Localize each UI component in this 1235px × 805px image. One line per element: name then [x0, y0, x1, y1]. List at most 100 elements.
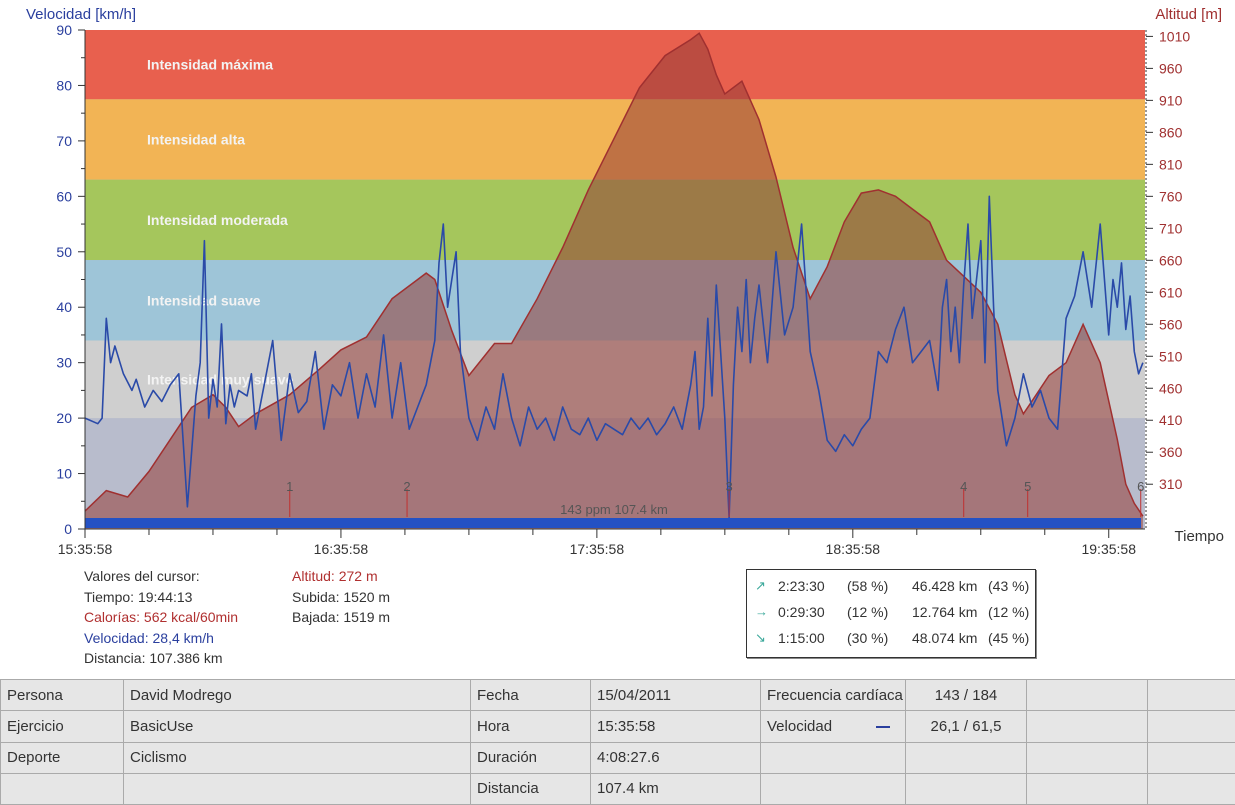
empty-cell — [1026, 710, 1148, 743]
downhill-dist-pct: (45 %) — [988, 630, 1030, 646]
distancia-label: Distancia — [470, 772, 591, 805]
left-tick-label-7: 70 — [56, 133, 72, 149]
slope-stats-box: ↗ 2:23:30 (58 %) 46.428 km (43 %) → 0:29… — [746, 569, 1036, 658]
fecha-value: 15/04/2011 — [590, 678, 761, 712]
altitude-line — [84, 32, 1144, 517]
left-axis-label: Velocidad [km/h] — [26, 6, 136, 23]
chart-axes: 0102030405060708090310360410460510560610… — [56, 22, 1190, 557]
cursor-calories: Calorías: 562 kcal/60min — [84, 609, 239, 625]
empty-cell — [1026, 678, 1148, 712]
cursor-distance: Distancia: 107.386 km — [84, 650, 223, 666]
cursor-values-right: Altitud: 272 m Subida: 1520 m Bajada: 15… — [292, 566, 390, 628]
right-tick-label-11: 860 — [1159, 124, 1183, 140]
persona-value: David Modrego — [123, 678, 471, 712]
right-tick-label-6: 610 — [1159, 284, 1183, 300]
flat-time: 0:29:30 — [778, 604, 825, 620]
speed-line — [84, 195, 1144, 519]
speed-value: 26,1 / 61,5 — [905, 710, 1027, 743]
downhill-distance: 48.074 km — [912, 630, 978, 646]
speed-label: Velocidad — [760, 710, 906, 743]
right-tick-label-5: 560 — [1159, 316, 1183, 332]
right-tick-label-7: 660 — [1159, 252, 1183, 268]
x-axis-label: Tiempo — [1175, 528, 1224, 545]
duracion-label: Duración — [470, 741, 591, 774]
fecha-label: Fecha — [470, 678, 591, 712]
deporte-value: Ciclismo — [123, 741, 471, 774]
speed-line-icon — [876, 725, 891, 728]
uphill-pct: (58 %) — [847, 578, 889, 594]
empty-cell — [1147, 741, 1235, 774]
right-tick-label-10: 810 — [1159, 156, 1183, 172]
lap-label-1: 2 — [403, 479, 410, 494]
lap-label-5: 6 — [1137, 479, 1144, 494]
downhill-pct: (30 %) — [847, 630, 889, 646]
zone-band-0 — [85, 30, 1145, 100]
x-tick-label-3: 18:35:58 — [826, 541, 881, 557]
distance-progress-bar — [85, 518, 1141, 528]
duracion-value: 4:08:27.6 — [590, 741, 761, 774]
hora-label: Hora — [470, 710, 591, 743]
workout-chart[interactable]: Intensidad máxima Intensidad alta Intensid… — [0, 0, 1235, 570]
left-tick-label-0: 0 — [64, 521, 72, 537]
right-tick-label-12: 910 — [1159, 92, 1183, 108]
zone-label-3: Intensidad suave — [147, 292, 261, 308]
persona-label: Persona — [0, 678, 124, 712]
lap-label-0: 1 — [286, 479, 293, 494]
cursor-altitude: Altitud: 272 m — [292, 568, 378, 584]
right-tick-label-0: 310 — [1159, 476, 1183, 492]
distancia-value: 107.4 km — [590, 772, 761, 805]
empty-cell — [1147, 772, 1235, 805]
cursor-speed: Velocidad: 28,4 km/h — [84, 629, 214, 646]
right-tick-label-3: 460 — [1159, 380, 1183, 396]
right-tick-label-8: 710 — [1159, 220, 1183, 236]
left-tick-label-6: 60 — [56, 188, 72, 204]
ejercicio-value: BasicUse — [123, 710, 471, 743]
zone-label-0: Intensidad máxima — [147, 57, 273, 73]
cursor-ascent: Subida: 1520 m — [292, 588, 391, 605]
right-tick-label-2: 410 — [1159, 412, 1183, 428]
table-row: Ejercicio BasicUse Hora 15:35:58 Velocid… — [0, 710, 1235, 743]
speed-label-text: Velocidad — [767, 717, 833, 735]
zone-label-4: Intensidad muy suave — [147, 371, 293, 387]
heart-rate-label-text: Frecuencia cardíaca — [767, 686, 903, 704]
right-tick-label-1: 360 — [1159, 444, 1183, 460]
flat-dist-pct: (12 %) — [988, 604, 1030, 620]
left-tick-label-2: 20 — [56, 410, 72, 426]
x-tick-label-0: 15:35:58 — [58, 541, 113, 557]
lap-label-3: 4 — [960, 479, 967, 494]
table-row: Deporte Ciclismo Duración 4:08:27.6 — [0, 741, 1235, 774]
cursor-descent: Bajada: 1519 m — [292, 609, 391, 625]
empty-cell — [123, 772, 471, 805]
downhill-time: 1:15:00 — [778, 630, 825, 646]
table-row: Persona David Modrego Fecha 15/04/2011 F… — [0, 678, 1235, 712]
empty-cell — [905, 772, 1027, 805]
right-tick-label-4: 510 — [1159, 348, 1183, 364]
right-axis-label: Altitud [m] — [1155, 6, 1222, 23]
empty-cell — [0, 772, 124, 805]
x-tick-label-1: 16:35:58 — [314, 541, 369, 557]
empty-cell — [760, 741, 906, 774]
zone-label-1: Intensidad alta — [147, 132, 245, 148]
flat-distance: 12.764 km — [912, 604, 978, 620]
session-info-table: Persona David Modrego Fecha 15/04/2011 F… — [0, 678, 1235, 805]
downhill-arrow-icon: ↘ — [755, 630, 766, 645]
x-tick-label-4: 19:35:58 — [1081, 541, 1136, 557]
left-tick-label-3: 30 — [56, 355, 72, 371]
heart-rate-label: Frecuencia cardíaca — [760, 678, 906, 712]
uphill-distance: 46.428 km — [912, 578, 978, 594]
left-tick-label-1: 10 — [56, 466, 72, 482]
lap-label-4: 5 — [1024, 479, 1031, 494]
uphill-arrow-icon: ↗ — [755, 578, 766, 593]
empty-cell — [1026, 772, 1148, 805]
hora-value: 15:35:58 — [590, 710, 761, 743]
empty-cell — [1147, 678, 1235, 712]
speed-series: 1 2 3 4 5 6 — [84, 195, 1144, 528]
empty-cell — [905, 741, 1027, 774]
empty-cell — [760, 772, 906, 805]
zone-label-2: Intensidad moderada — [147, 212, 288, 228]
heart-rate-value: 143 / 184 — [905, 678, 1027, 712]
deporte-label: Deporte — [0, 741, 124, 774]
flat-arrow-icon: → — [755, 604, 768, 619]
bottom-annotation: 143 ppm 107.4 km — [560, 502, 668, 517]
cursor-values-left: Valores del cursor: Tiempo: 19:44:13 Cal… — [84, 566, 238, 669]
